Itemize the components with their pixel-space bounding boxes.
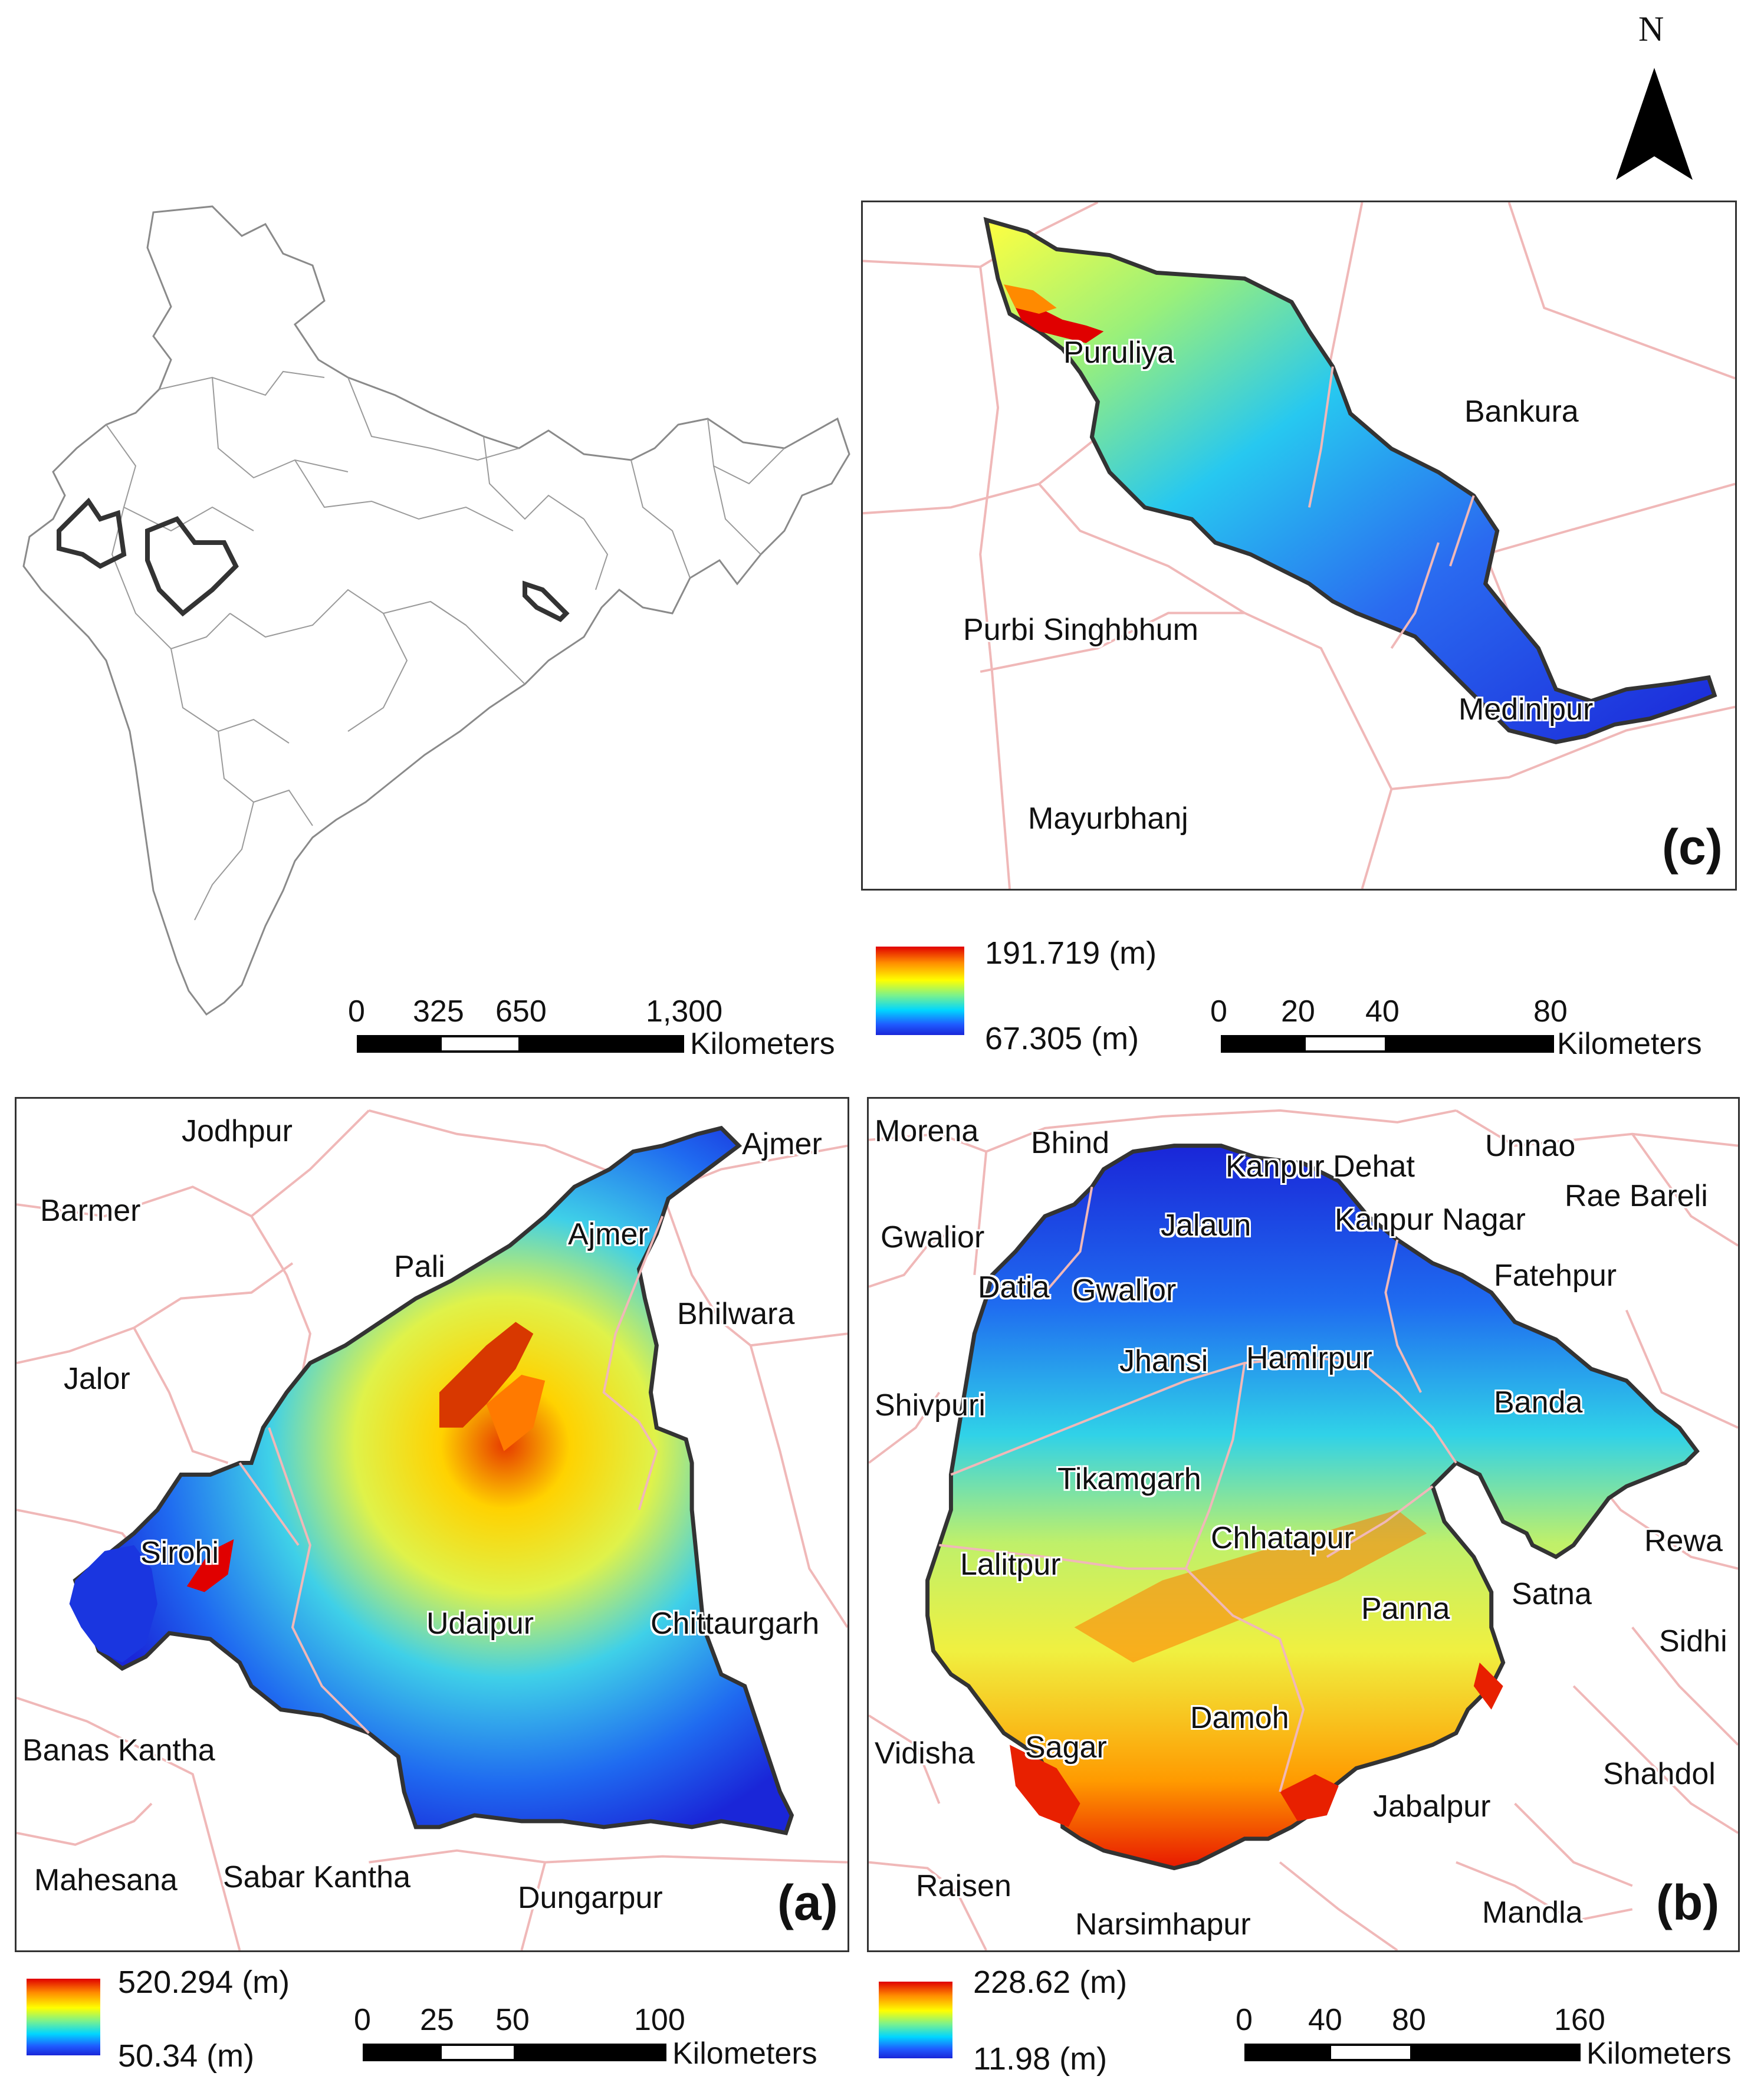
district-label: Vidisha: [875, 1736, 975, 1770]
elevation-color-ramp: [27, 1979, 100, 2055]
district-label: Tikamgarh: [1057, 1462, 1201, 1496]
district-label: Chhatapur: [1211, 1521, 1354, 1555]
district-label: Panna: [1361, 1592, 1450, 1626]
district-label: Mayurbhanj: [1028, 802, 1188, 836]
legend-max: 228.62 (m): [973, 1965, 1128, 2000]
study-area-c-outline: [523, 580, 570, 622]
scale-tick: 80: [1392, 2003, 1426, 2037]
panel-tag: (b): [1656, 1875, 1720, 1930]
district-label: Mandla: [1482, 1896, 1583, 1930]
study-area-b-outline: [145, 516, 239, 617]
district-label: Bhind: [1031, 1126, 1109, 1160]
district-label: Rewa: [1644, 1524, 1723, 1558]
scale-unit: Kilometers: [1557, 1027, 1702, 1061]
district-label: Sagar: [1025, 1730, 1107, 1765]
elevation-color-ramp: [876, 947, 964, 1035]
map-panel-a: Jodhpur Ajmer Barmer Pali Ajmer Bhilwara…: [15, 1097, 849, 1952]
district-label: Sirohi: [140, 1536, 219, 1570]
scale-tick: 80: [1533, 994, 1568, 1029]
legend-max: 520.294 (m): [118, 1965, 290, 2000]
basin-a-west: [69, 1545, 157, 1663]
scale-tick: 650: [495, 994, 547, 1029]
scale-tick: 160: [1554, 2003, 1605, 2037]
district-label: Hamirpur: [1246, 1341, 1372, 1375]
elevation-color-ramp: [879, 1982, 952, 2058]
district-label: Unnao: [1485, 1129, 1576, 1163]
scale-unit: Kilometers: [1586, 2036, 1732, 2071]
district-label: Satna: [1512, 1577, 1592, 1611]
scale-tick: 25: [420, 2003, 454, 2037]
district-label: Jhansi: [1119, 1344, 1208, 1378]
district-label: Dungarpur: [518, 1881, 663, 1915]
scale-tick: 0: [1210, 994, 1227, 1029]
india-outline: [22, 205, 850, 1016]
panel-tag: (c): [1662, 819, 1723, 875]
basin-b: [925, 1144, 1700, 1871]
district-label: Lalitpur: [960, 1548, 1061, 1582]
district-label: Purbi Singhbhum: [963, 613, 1198, 647]
india-overview-map: [22, 205, 850, 1016]
district-label: Chittaurgarh: [651, 1607, 820, 1641]
basin-c: [983, 216, 1717, 744]
district-label: Fatehpur: [1494, 1259, 1617, 1293]
scale-tick: 1,300: [646, 994, 723, 1029]
legend-max: 191.719 (m): [985, 935, 1157, 971]
district-label: Pali: [394, 1250, 445, 1284]
district-label: Barmer: [40, 1194, 141, 1228]
scale-tick: 40: [1308, 2003, 1342, 2037]
district-label: Mahesana: [34, 1863, 178, 1897]
district-label: Jodhpur: [182, 1114, 293, 1148]
legend-min: 50.34 (m): [118, 2038, 255, 2074]
study-area-a-outline: [57, 497, 127, 569]
district-label: Morena: [875, 1114, 979, 1148]
north-arrow-icon: [1616, 68, 1693, 180]
district-label: Banas Kantha: [22, 1733, 215, 1768]
scale-tick: 0: [348, 994, 365, 1029]
scale-tick: 0: [1236, 2003, 1253, 2037]
map-panel-c: Puruliya Bankura Purbi Singhbhum Medinip…: [861, 201, 1737, 891]
basin-a: [73, 1125, 794, 1835]
district-label: Rae Bareli: [1565, 1179, 1708, 1213]
district-label: Narsimhapur: [1075, 1907, 1251, 1942]
scale-unit: Kilometers: [672, 2036, 817, 2071]
district-label: Ajmer: [742, 1127, 822, 1161]
district-label: Kanpur Nagar: [1335, 1203, 1526, 1237]
district-label: Jalaun: [1161, 1208, 1251, 1243]
legend-min: 11.98 (m): [973, 2041, 1108, 2077]
district-label: Bhilwara: [677, 1297, 795, 1331]
district-label: Banda: [1494, 1385, 1583, 1420]
district-label: Sidhi: [1659, 1624, 1727, 1658]
scale-unit: Kilometers: [690, 1027, 835, 1061]
district-label: Ajmer: [568, 1217, 648, 1251]
legend-min: 67.305 (m): [985, 1021, 1139, 1056]
district-label: Gwalior: [1072, 1273, 1177, 1308]
district-label: Kanpur Dehat: [1226, 1149, 1415, 1184]
panel-tag: (a): [777, 1875, 838, 1930]
scale-tick: 0: [354, 2003, 371, 2037]
district-label: Damoh: [1190, 1701, 1289, 1735]
district-label: Raisen: [916, 1869, 1011, 1903]
map-panel-b: Morena Bhind Kanpur Dehat Unnao Rae Bare…: [867, 1097, 1740, 1952]
north-arrow: N: [1610, 9, 1699, 186]
scale-tick: 40: [1365, 994, 1400, 1029]
district-label: Datia: [978, 1270, 1050, 1305]
district-label: Jabalpur: [1373, 1789, 1491, 1824]
scale-tick: 100: [634, 2003, 685, 2037]
district-label: Bankura: [1464, 395, 1579, 429]
district-label: Gwalior: [881, 1220, 985, 1254]
district-label: Shivpuri: [875, 1388, 986, 1423]
scale-tick: 325: [413, 994, 464, 1029]
north-label: N: [1638, 9, 1664, 48]
district-label: Udaipur: [426, 1607, 534, 1641]
district-label: Medinipur: [1458, 692, 1594, 727]
district-label: Sabar Kantha: [223, 1860, 411, 1894]
district-label: Shahdol: [1603, 1757, 1716, 1791]
scale-tick: 50: [495, 2003, 530, 2037]
district-label: Jalor: [64, 1362, 130, 1396]
scale-tick: 20: [1281, 994, 1315, 1029]
district-label: Puruliya: [1063, 336, 1174, 370]
